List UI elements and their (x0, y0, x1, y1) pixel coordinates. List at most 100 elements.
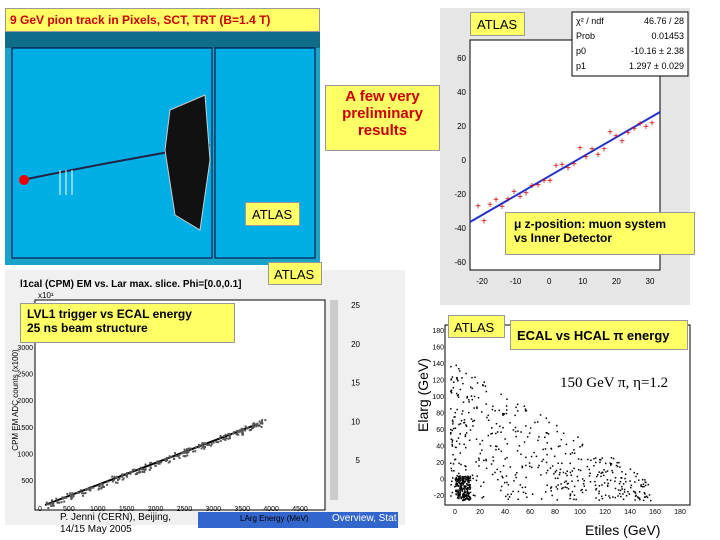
trigger-point (121, 475, 124, 478)
energy-point (464, 491, 466, 494)
energy-point (459, 486, 461, 488)
energy-point (622, 493, 624, 495)
energy-point (462, 487, 464, 490)
trigger-point (77, 491, 80, 494)
trigger-point (194, 446, 197, 449)
trigger-point (178, 456, 181, 459)
energy-point (462, 382, 464, 385)
trigger-point (150, 461, 153, 464)
trigger-point (113, 475, 116, 478)
energy-point (557, 445, 560, 448)
energy-point (451, 480, 453, 483)
energy-point (579, 469, 582, 472)
energy-point (524, 492, 527, 495)
energy-point (561, 487, 563, 490)
trigger-point (88, 488, 91, 491)
trigger-point (63, 497, 66, 500)
energy-point (499, 470, 502, 473)
energy-point (602, 474, 605, 477)
caption-line: μ z-position: muon system (514, 217, 667, 231)
trigger-point (52, 502, 55, 505)
y-tick-label: -20 (454, 190, 466, 199)
energy-point (581, 478, 584, 480)
trigger-point (241, 433, 244, 436)
energy-point (468, 477, 471, 479)
trigger-point (186, 451, 189, 454)
energy-point (464, 493, 466, 496)
energy-point (468, 499, 471, 501)
x-tick-label: 80 (551, 509, 559, 516)
colorbar-label: 10 (351, 417, 360, 426)
trigger-point (142, 468, 145, 471)
energy-point (491, 427, 493, 429)
energy-point (468, 492, 471, 494)
energy-point (526, 496, 528, 498)
caption-line: 25 ns beam structure (27, 321, 148, 335)
energy-point (457, 495, 459, 498)
y-tick-label: 100 (432, 394, 444, 401)
trigger-point (81, 492, 84, 495)
energy-point (594, 457, 597, 459)
energy-point (529, 427, 532, 429)
energy-point (636, 473, 639, 475)
energy-point (464, 435, 467, 438)
trigger-point (52, 504, 55, 507)
energy-point (628, 493, 631, 495)
energy-point (593, 464, 595, 467)
energy-point (459, 452, 462, 454)
trigger-point (201, 442, 204, 445)
trigger-point (164, 458, 167, 461)
energy-point (576, 475, 579, 478)
energy-point (485, 459, 488, 462)
energy-point (450, 433, 452, 435)
trigger-point (223, 435, 226, 438)
energy-point (611, 469, 613, 472)
energy-point (597, 473, 599, 476)
trigger-point (170, 456, 173, 459)
energy-point (507, 498, 509, 500)
trigger-caption: LVL1 trigger vs ECAL energy 25 ns beam s… (20, 303, 235, 343)
trigger-point (66, 492, 69, 495)
energy-point (556, 424, 558, 427)
trigger-point (204, 442, 207, 445)
energy-point (468, 496, 471, 498)
energy-point (646, 496, 649, 499)
trigger-point (264, 419, 267, 422)
energy-point (538, 436, 540, 438)
energy-point (453, 485, 456, 488)
energy-point (553, 473, 555, 475)
trigger-point (239, 429, 242, 432)
energy-point (528, 462, 531, 464)
energy-point (521, 486, 524, 489)
energy-point (475, 479, 478, 482)
energy-point (566, 483, 569, 485)
energy-point (517, 498, 519, 501)
muon-point: + (481, 216, 487, 227)
energy-point (623, 488, 626, 491)
y-tick-label: 500 (21, 478, 33, 485)
energy-point (556, 488, 559, 490)
energy-point (550, 486, 553, 488)
energy-point (545, 472, 548, 474)
energy-point (456, 378, 458, 381)
energy-point (529, 465, 531, 468)
energy-point (554, 471, 557, 473)
energy-point (474, 494, 476, 497)
energy-point (561, 462, 563, 465)
energy-point (633, 471, 635, 474)
x-tick-label: 140 (624, 509, 636, 516)
energy-point (614, 480, 616, 483)
energy-point (537, 466, 539, 469)
trigger-point (46, 503, 49, 506)
muon-point: + (583, 152, 589, 163)
trigger-point (79, 489, 82, 492)
energy-point (517, 410, 519, 412)
energy-point (476, 475, 478, 477)
trigger-point (205, 443, 208, 446)
energy-point (474, 376, 476, 379)
energy-point (608, 495, 610, 497)
energy-point (542, 458, 545, 461)
trigger-point (215, 441, 218, 444)
muon-point: + (643, 122, 649, 133)
